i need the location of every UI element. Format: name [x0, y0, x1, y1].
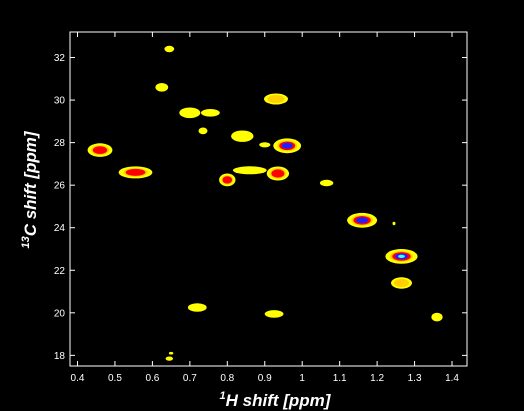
x-axis-title: 1H shift [ppm] [220, 390, 332, 410]
peak-7 [231, 130, 254, 142]
y-tick-label-1: 20 [54, 308, 66, 319]
x-axis-title-sup: 1 [220, 390, 226, 402]
x-tick-label-1: 0.5 [108, 373, 122, 384]
plot-frame [69, 31, 468, 367]
peak-11 [118, 166, 153, 179]
peaks-layer [87, 45, 443, 361]
peak-16 [347, 212, 378, 228]
peak-8-contour-3 [92, 146, 108, 155]
x-tick-label-3: 0.7 [183, 373, 197, 384]
peak-24 [168, 351, 174, 355]
peak-23-contour-1 [165, 356, 173, 361]
peak-20 [264, 310, 284, 318]
x-tick-label-9: 1.3 [408, 373, 422, 384]
peak-5 [201, 109, 220, 117]
y-tick-label-0: 18 [54, 351, 66, 362]
peak-7-contour-1 [231, 130, 254, 142]
y-tick-label-5: 28 [54, 138, 66, 149]
x-axis-title-main: H shift [ppm] [226, 391, 332, 410]
peak-1-contour-1 [164, 45, 175, 53]
peak-10 [259, 142, 271, 148]
peak-11-contour-3 [125, 168, 146, 176]
peak-17-contour-1 [392, 221, 396, 226]
peak-3 [264, 93, 288, 105]
peak-14 [219, 173, 236, 187]
y-tick-label-6: 30 [54, 96, 66, 107]
x-tick-label-2: 0.6 [145, 373, 159, 384]
y-tick-label-4: 26 [54, 181, 66, 192]
peak-12 [232, 166, 267, 175]
peak-4 [179, 107, 201, 119]
peak-3-contour-2 [267, 95, 285, 103]
peak-8 [87, 143, 113, 157]
y-tick-label-7: 32 [54, 53, 66, 64]
peak-19 [391, 277, 412, 289]
peak-2 [155, 83, 169, 92]
peak-15-contour-1 [319, 179, 334, 187]
peak-14-contour-3 [222, 176, 233, 184]
peak-24-contour-1 [168, 351, 174, 355]
peak-12-contour-1 [232, 166, 267, 175]
peak-10-contour-1 [259, 142, 271, 148]
peak-1 [164, 45, 175, 53]
y-axis-title: 13C shift [ppm] [20, 130, 40, 248]
y-axis-title-sup: 13 [20, 236, 32, 248]
peak-4-contour-1 [179, 107, 201, 119]
peak-2-contour-1 [155, 83, 169, 92]
peak-9 [273, 138, 302, 154]
peak-19-contour-2 [393, 278, 410, 288]
peak-15 [319, 179, 334, 187]
y-tick-label-2: 22 [54, 266, 66, 277]
peak-5-contour-1 [201, 109, 220, 117]
x-tick-label-0: 0.4 [71, 373, 85, 384]
peak-17 [392, 221, 396, 226]
peak-13-contour-3 [271, 169, 285, 178]
peak-22 [431, 312, 443, 322]
peak-6-contour-1 [198, 127, 208, 135]
peak-22-contour-1 [431, 312, 443, 322]
y-axis-title-main: C shift [ppm] [21, 130, 40, 236]
peak-13 [266, 166, 290, 181]
x-tick-label-8: 1.2 [370, 373, 384, 384]
peak-23 [165, 356, 173, 361]
y-tick-label-3: 24 [54, 223, 66, 234]
peak-6 [198, 127, 208, 135]
x-tick-label-10: 1.4 [445, 373, 459, 384]
x-tick-label-7: 1.1 [333, 373, 347, 384]
peak-20-contour-1 [264, 310, 284, 318]
peak-21-contour-1 [187, 303, 207, 312]
x-tick-label-5: 0.9 [258, 373, 272, 384]
x-tick-label-4: 0.8 [220, 373, 234, 384]
peak-9-contour-4 [281, 142, 293, 149]
peak-18 [385, 249, 418, 264]
axes-layer: 0.4 0.5 0.6 0.7 0.8 0.9 1 1.1 1.2 1.3 1.4 18 20 22 24 2… [54, 31, 468, 384]
peak-18-contour-5 [398, 254, 405, 258]
x-tick-label-6: 1 [299, 373, 305, 384]
peak-21 [187, 303, 207, 312]
peak-16-contour-4 [356, 217, 369, 224]
